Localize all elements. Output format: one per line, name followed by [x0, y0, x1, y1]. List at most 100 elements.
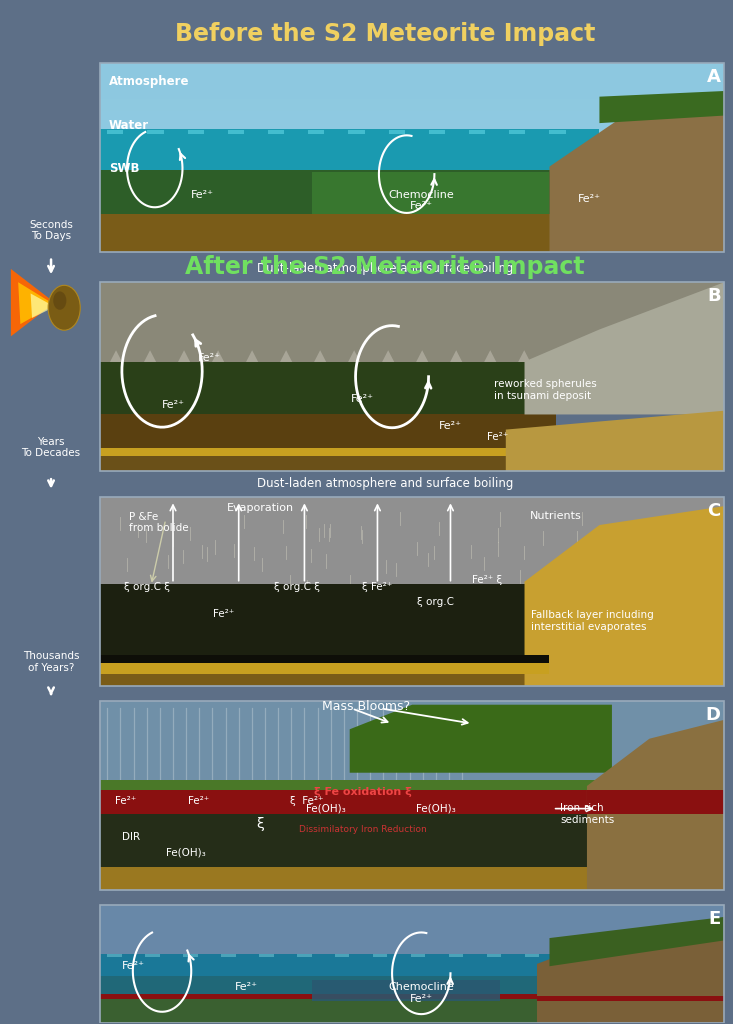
Bar — [449, 954, 463, 956]
Bar — [348, 130, 364, 134]
Bar — [100, 994, 587, 999]
Bar — [297, 954, 312, 956]
Bar — [100, 905, 724, 1023]
Text: Seconds
To Days: Seconds To Days — [29, 220, 73, 242]
Bar — [100, 780, 612, 792]
Text: Fallback layer including
interstitial evaporates: Fallback layer including interstitial ev… — [531, 610, 654, 632]
Bar — [509, 130, 526, 134]
Bar — [429, 130, 445, 134]
Polygon shape — [515, 350, 533, 368]
Text: ξ  Fe²⁺: ξ Fe²⁺ — [290, 796, 323, 806]
Polygon shape — [31, 294, 55, 318]
Polygon shape — [550, 104, 724, 252]
Bar — [388, 130, 405, 134]
Bar — [373, 954, 388, 956]
Bar — [537, 995, 724, 1001]
Bar — [550, 130, 566, 134]
Bar — [100, 790, 625, 814]
Polygon shape — [350, 705, 612, 773]
Bar — [100, 453, 556, 471]
Bar — [469, 130, 485, 134]
Bar — [410, 954, 425, 956]
Polygon shape — [18, 283, 55, 324]
Bar — [100, 449, 556, 456]
Bar — [228, 130, 244, 134]
Text: Fe(OH)₃: Fe(OH)₃ — [416, 804, 456, 814]
Polygon shape — [506, 411, 724, 471]
Bar — [145, 954, 160, 956]
Text: Mass Blooms?: Mass Blooms? — [323, 700, 410, 713]
Text: Before the S2 Meteorite Impact: Before the S2 Meteorite Impact — [174, 23, 595, 46]
Text: Fe²⁺: Fe²⁺ — [122, 962, 145, 971]
Bar — [100, 283, 724, 368]
Bar — [100, 867, 724, 890]
Bar — [100, 123, 724, 134]
Bar — [100, 415, 556, 453]
Polygon shape — [550, 350, 567, 368]
Polygon shape — [345, 350, 363, 368]
Text: Thousands
of Years?: Thousands of Years? — [23, 651, 79, 673]
Text: E: E — [708, 910, 721, 929]
Bar — [100, 62, 724, 252]
Polygon shape — [141, 350, 159, 368]
Bar — [100, 663, 550, 674]
Bar — [107, 130, 123, 134]
Text: Fe²⁺: Fe²⁺ — [191, 189, 214, 200]
Bar — [100, 170, 587, 217]
Text: ξ Fe oxidation ξ: ξ Fe oxidation ξ — [314, 786, 412, 797]
Text: Dust-laden atmosphere and surface boiling: Dust-laden atmosphere and surface boilin… — [257, 476, 513, 489]
Bar — [147, 130, 163, 134]
Polygon shape — [312, 350, 329, 368]
Polygon shape — [482, 350, 499, 368]
Text: Fe²⁺: Fe²⁺ — [188, 796, 209, 806]
Polygon shape — [525, 506, 724, 686]
Text: reworked spherules
in tsunami deposit: reworked spherules in tsunami deposit — [494, 379, 597, 400]
Text: Fe²⁺ ξ: Fe²⁺ ξ — [472, 574, 502, 585]
Polygon shape — [447, 350, 465, 368]
Bar — [100, 497, 724, 588]
Bar — [221, 954, 236, 956]
Polygon shape — [107, 350, 125, 368]
Text: D: D — [706, 706, 721, 724]
Polygon shape — [210, 350, 226, 368]
Bar — [100, 994, 587, 1023]
Text: P &Fe
from bolide: P &Fe from bolide — [129, 512, 189, 534]
Text: Dissimilatory Iron Reduction: Dissimilatory Iron Reduction — [299, 825, 427, 834]
Polygon shape — [11, 269, 55, 336]
Polygon shape — [413, 350, 431, 368]
Bar — [100, 75, 724, 87]
Bar — [525, 954, 539, 956]
Text: ξ: ξ — [257, 817, 265, 830]
Bar — [100, 62, 724, 134]
Bar — [100, 283, 724, 471]
Bar — [100, 954, 587, 978]
Text: Fe²⁺: Fe²⁺ — [578, 194, 601, 204]
Polygon shape — [277, 350, 295, 368]
Text: Chemocline
Fe²⁺: Chemocline Fe²⁺ — [388, 189, 454, 211]
Text: Fe(OH)₃: Fe(OH)₃ — [166, 847, 205, 857]
Polygon shape — [587, 720, 724, 890]
Bar — [183, 954, 198, 956]
Polygon shape — [380, 350, 397, 368]
Circle shape — [48, 286, 80, 330]
Text: ξ org.C ξ: ξ org.C ξ — [274, 583, 320, 592]
Bar — [107, 954, 122, 956]
Bar — [100, 976, 587, 996]
Bar — [100, 361, 556, 418]
Text: ξ org.C: ξ org.C — [417, 597, 454, 607]
Text: DIR: DIR — [122, 831, 140, 842]
Text: A: A — [707, 68, 721, 86]
Bar — [100, 497, 724, 686]
Bar — [335, 954, 350, 956]
Text: Fe(OH)₃: Fe(OH)₃ — [306, 804, 346, 814]
Bar — [100, 905, 724, 958]
Text: Fe²⁺: Fe²⁺ — [235, 982, 257, 992]
Bar — [100, 62, 724, 75]
Text: Evaporation: Evaporation — [227, 503, 294, 513]
Text: After the S2 Meteorite Impact: After the S2 Meteorite Impact — [185, 255, 585, 279]
Text: Fe²⁺: Fe²⁺ — [114, 796, 136, 806]
Bar — [487, 954, 501, 956]
Bar — [312, 980, 500, 1001]
Bar — [100, 671, 724, 686]
Text: Fe²⁺: Fe²⁺ — [439, 421, 462, 431]
